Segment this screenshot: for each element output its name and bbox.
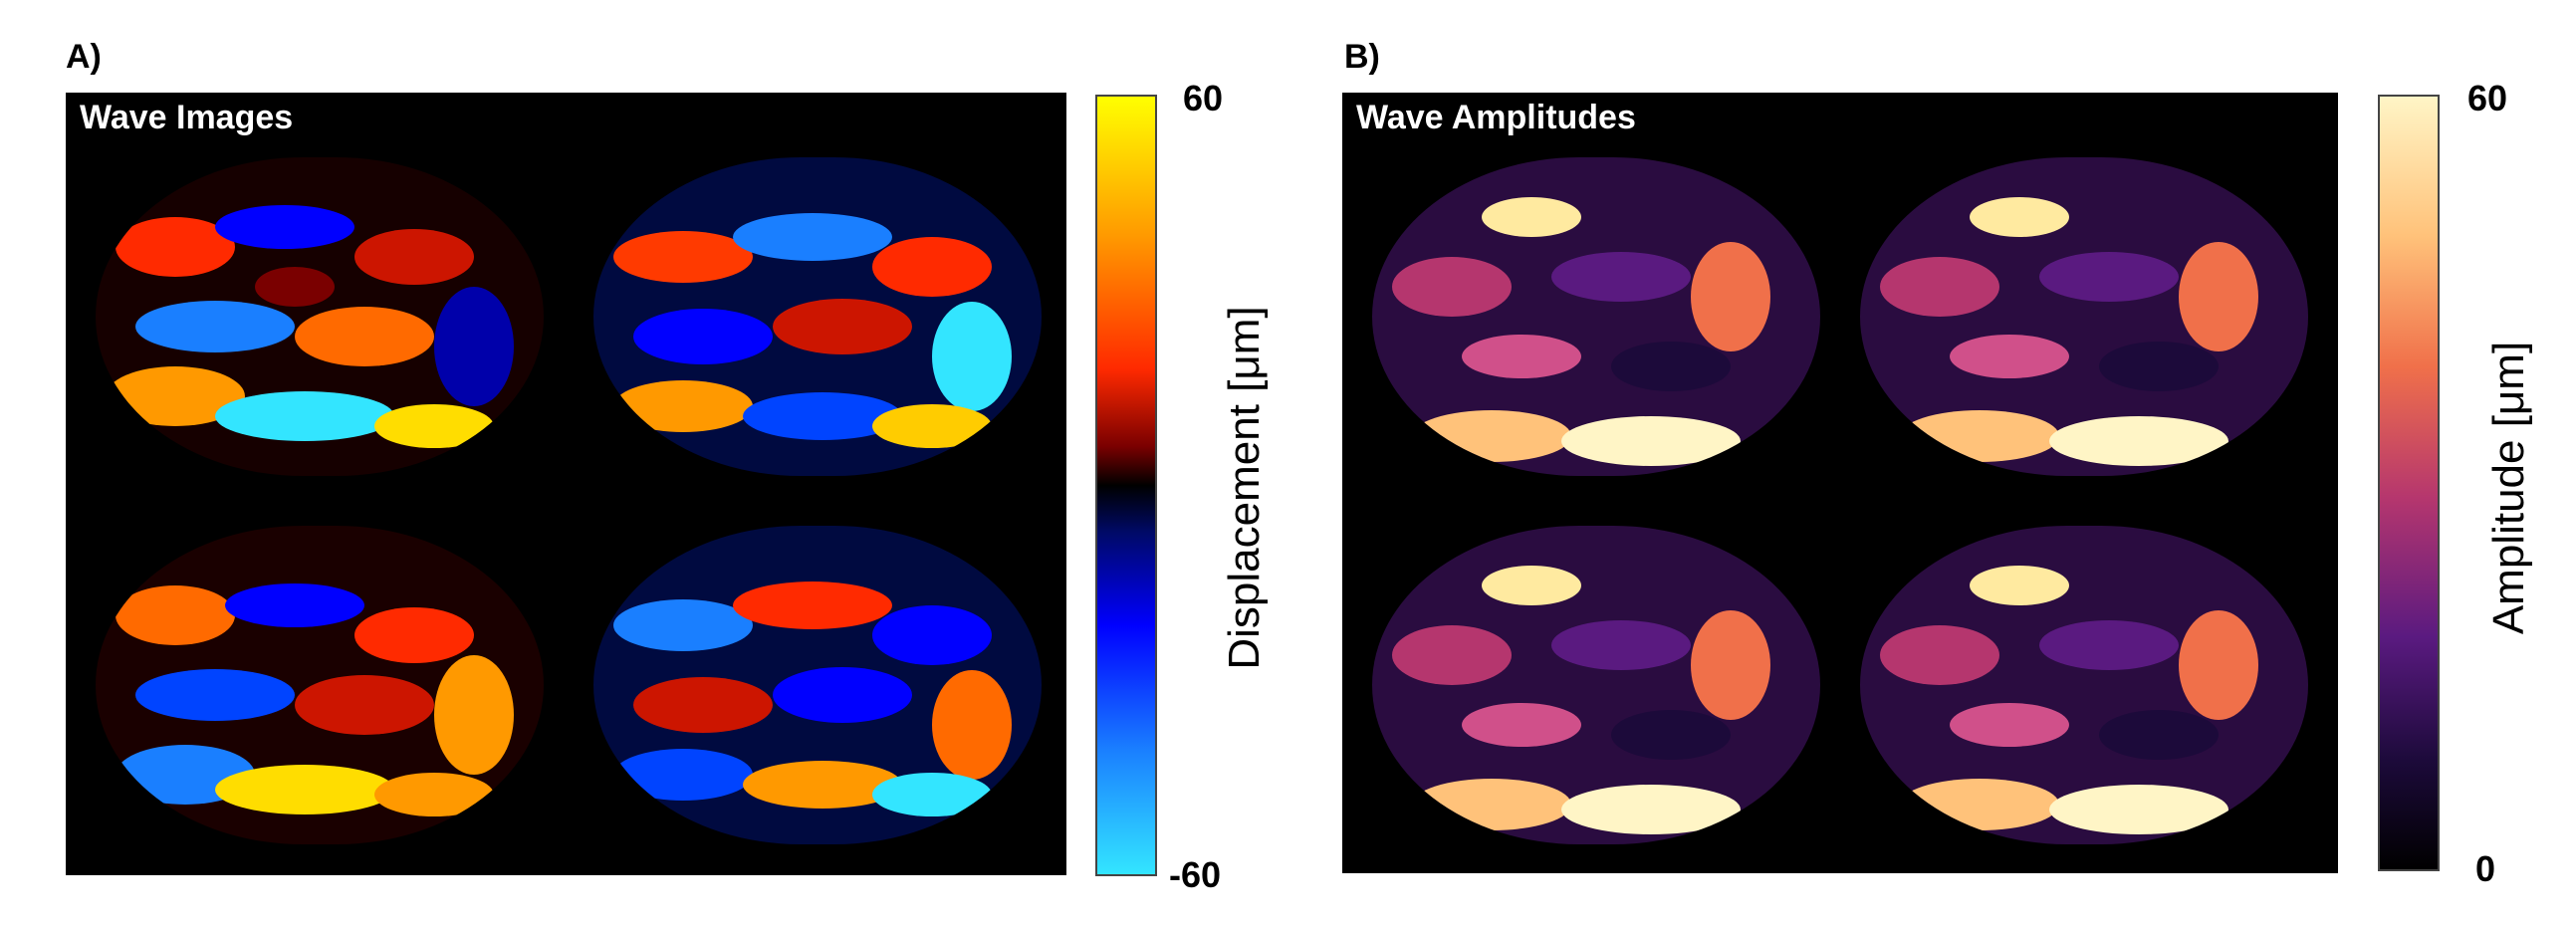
wave-image-slice-1 — [96, 157, 544, 476]
displacement-max-tick: 60 — [1183, 78, 1224, 118]
wave-amplitudes-figure: Wave Amplitudes — [1342, 93, 2338, 873]
wave-amplitude-slice-1 — [1372, 157, 1820, 476]
amplitude-axis-label: Amplitude [μm] — [2484, 341, 2533, 635]
displacement-min-tick: -60 — [1169, 854, 1222, 895]
displacement-colorbar — [1095, 95, 1157, 876]
displacement-axis-label: Displacement [μm] — [1220, 306, 1269, 670]
amplitude-max-tick: 60 — [2467, 78, 2508, 118]
wave-image-slice-4 — [593, 526, 1042, 844]
wave-amplitudes-title: Wave Amplitudes — [1356, 99, 1636, 136]
wave-images-title: Wave Images — [80, 99, 294, 136]
panel-a-label: A) — [66, 38, 102, 76]
wave-images-figure: Wave Images — [66, 93, 1066, 875]
wave-image-slice-3 — [96, 526, 544, 844]
panel-b-label: B) — [1344, 38, 1380, 76]
wave-amplitude-slice-4 — [1860, 526, 2308, 844]
amplitude-colorbar — [2378, 95, 2440, 871]
wave-amplitude-slice-3 — [1372, 526, 1820, 844]
wave-image-slice-2 — [593, 157, 1042, 476]
wave-amplitude-slice-2 — [1860, 157, 2308, 476]
amplitude-min-tick: 0 — [2475, 848, 2496, 889]
